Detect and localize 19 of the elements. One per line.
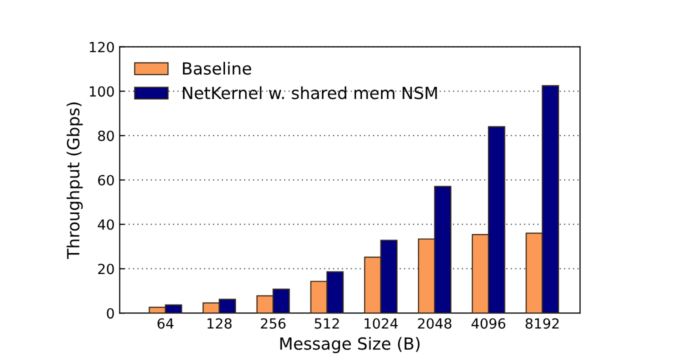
y-tick-label: 40 — [98, 219, 114, 230]
x-tick-label: 64 — [158, 318, 174, 329]
legend-label: Baseline — [182, 62, 252, 75]
y-axis-title: Throughput (Gbps) — [66, 102, 83, 259]
y-tick-label: 60 — [98, 174, 114, 186]
x-tick-label: 128 — [208, 318, 232, 329]
legend-label: NetKernel w. shared mem NSM — [182, 86, 437, 100]
y-tick-label: 80 — [98, 130, 114, 142]
x-tick-label: 4096 — [472, 318, 506, 329]
x-tick-label: 1024 — [364, 318, 398, 329]
x-tick-label: 256 — [260, 318, 286, 329]
y-tick-label: 120 — [90, 42, 114, 52]
x-tick-label: 8192 — [526, 318, 559, 329]
y-tick-label: 20 — [98, 264, 114, 274]
y-tick-label: 0 — [106, 308, 114, 319]
x-axis-title: Message Size (B) — [280, 336, 420, 354]
x-tick-label: 2048 — [418, 318, 452, 329]
x-tick-label: 512 — [314, 318, 339, 329]
y-tick-label: 100 — [90, 86, 114, 97]
